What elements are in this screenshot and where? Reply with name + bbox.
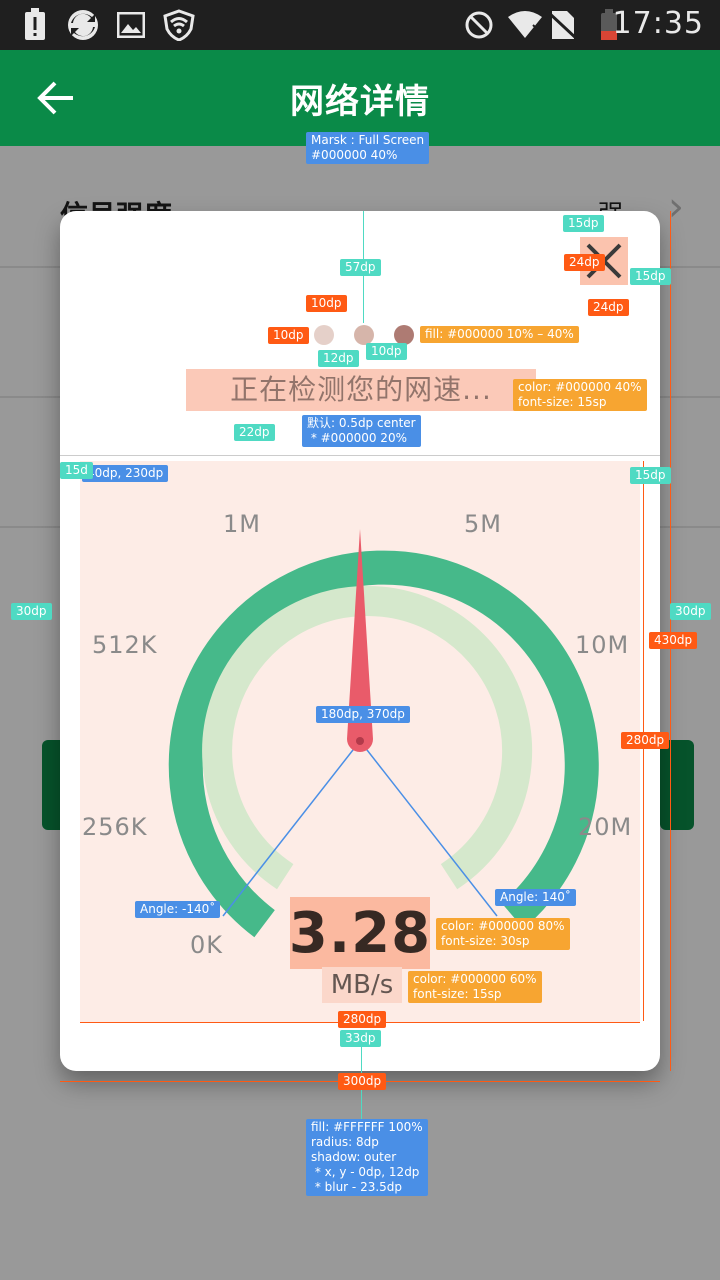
gauge-pivot (356, 737, 364, 745)
dim-tag: 24dp (588, 299, 629, 316)
dim-tag: 15dp (630, 467, 671, 484)
dim-tag: 10dp (306, 295, 347, 312)
speed-unit-box: MB/s (322, 967, 402, 1003)
dim-tag: 300dp (338, 1073, 387, 1090)
status-time: 17:35 (612, 6, 704, 41)
dim-tag: 12dp (318, 350, 359, 367)
loading-dot (354, 325, 374, 345)
gauge-label-10m: 10M (575, 631, 630, 659)
angle-guide-left (222, 740, 361, 917)
dim-tag: 280dp (338, 1011, 387, 1028)
dim-tag: 57dp (340, 259, 381, 276)
speed-unit: MB/s (330, 970, 394, 1000)
do-not-disturb-icon (462, 8, 496, 42)
loading-dot (394, 325, 414, 345)
annotation-angle-right: Angle: 140˚ (495, 889, 576, 906)
back-button[interactable] (30, 72, 82, 124)
dim-tag: 280dp (621, 732, 670, 749)
speed-value: 3.28 (288, 900, 432, 966)
annotation-unit-style: color: #000000 60% font-size: 15sp (408, 971, 542, 1003)
gauge-inner-arc (202, 585, 533, 890)
annotation-gauge-origin: 40dp, 230dp (82, 465, 169, 482)
image-icon (114, 8, 148, 42)
dim-tag: 10dp (268, 327, 309, 344)
background-button-edge (660, 740, 694, 830)
gauge-label-0k: 0K (190, 931, 224, 959)
dim-tag: 33dp (340, 1030, 381, 1047)
annotation-detecting-style: color: #000000 40% font-size: 15sp (513, 379, 647, 411)
gauge-label-512k: 512K (92, 631, 158, 659)
dim-tag: 22dp (234, 424, 275, 441)
loading-dot (314, 325, 334, 345)
annotation-dialog-fill: fill: #FFFFFF 100% radius: 8dp shadow: o… (306, 1119, 428, 1196)
annotation-mask: Marsk : Full Screen #000000 40% (306, 132, 430, 164)
angle-guide-right (359, 740, 498, 917)
dim-tag: 15d (60, 462, 93, 479)
dim-tag: 15dp (563, 215, 604, 232)
dim-tag: 10dp (366, 343, 407, 360)
chevron-right-icon[interactable]: › (668, 184, 684, 230)
gauge-label-5m: 5M (464, 510, 502, 538)
arrow-left-icon (37, 81, 73, 115)
annotation-dots-fill: fill: #000000 10% – 40% (420, 326, 579, 343)
detecting-text: 正在检测您的网速... (186, 369, 536, 411)
status-bar: 17:35 (0, 0, 720, 50)
wifi-shield-icon (162, 8, 196, 42)
battery-alert-icon (18, 8, 52, 42)
annotation-divider-style: 默认: 0.5dp center * #000000 20% (302, 415, 421, 447)
gauge-outer-arc (168, 550, 599, 938)
dim-tag: 15dp (630, 268, 671, 285)
gauge-label-1m: 1M (223, 510, 261, 538)
page-title: 网络详情 (290, 82, 430, 122)
sync-icon (66, 8, 100, 42)
gauge-needle (347, 529, 373, 752)
dim-tag: 24dp (564, 254, 605, 271)
annotation-angle-left: Angle: -140˚ (135, 901, 221, 918)
dim-tag: 30dp (670, 603, 711, 620)
annotation-speed-style: color: #000000 80% font-size: 30sp (436, 918, 570, 950)
divider (60, 455, 660, 456)
annotation-pivot: 180dp, 370dp (316, 706, 410, 723)
gauge-label-256k: 256K (82, 813, 148, 841)
wifi-icon (508, 8, 542, 42)
speed-value-box: 3.28 (288, 897, 432, 969)
gauge-label-20m: 20M (578, 813, 633, 841)
dim-tag: 30dp (11, 603, 52, 620)
app-bar: 网络详情 (0, 50, 720, 146)
battery-low-icon (592, 8, 626, 42)
no-sim-icon (546, 8, 580, 42)
dim-tag: 430dp (649, 632, 698, 649)
